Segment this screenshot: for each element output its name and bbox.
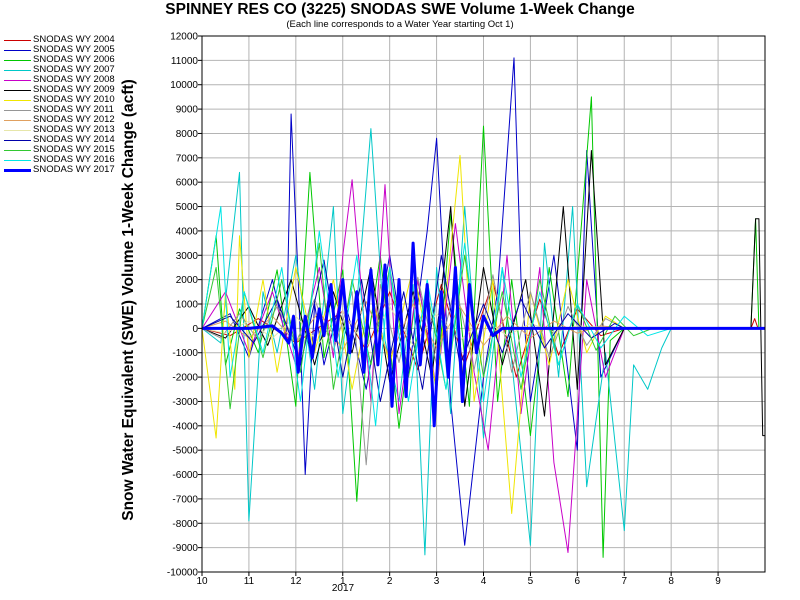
y-tick-label: 0	[192, 324, 198, 335]
legend-swatch	[4, 169, 31, 172]
legend-swatch	[4, 40, 31, 41]
series-line-12	[201, 206, 765, 427]
legend-swatch	[4, 70, 31, 71]
legend: SNODAS WY 2004 SNODAS WY 2005 SNODAS WY 20…	[4, 35, 134, 175]
x-tick-label: 11	[244, 576, 255, 587]
legend-item: SNODAS WY 2017	[4, 165, 134, 175]
y-tick-label: -8000	[172, 519, 198, 530]
y-tick-label: -7000	[172, 494, 198, 505]
x-tick-label: 4	[481, 576, 487, 587]
y-tick-label: -10000	[167, 568, 199, 579]
y-tick-label: -2000	[172, 373, 198, 384]
y-tick-label: 9000	[176, 105, 199, 116]
y-tick-label: 1000	[176, 300, 199, 311]
x-tick-label: 3	[434, 576, 440, 587]
legend-swatch	[4, 120, 31, 121]
y-tick-label: 10000	[170, 80, 198, 91]
series-line-9	[201, 305, 765, 349]
series-line-13	[202, 241, 765, 428]
legend-item: SNODAS WY 2009	[4, 85, 134, 95]
x-year-label: 2017	[332, 583, 355, 594]
x-tick-label: 2	[387, 576, 393, 587]
legend-swatch	[4, 130, 31, 131]
legend-label: SNODAS WY 2016	[33, 154, 115, 165]
legend-label: SNODAS WY 2008	[33, 74, 115, 85]
x-tick-label: 1	[340, 576, 346, 587]
legend-label: SNODAS WY 2007	[33, 64, 115, 75]
legend-label: SNODAS WY 2013	[33, 124, 115, 135]
series-line-1	[201, 57, 765, 546]
legend-item: SNODAS WY 2011	[4, 105, 134, 115]
x-tick-label: 12	[290, 576, 302, 587]
legend-item: SNODAS WY 2005	[4, 45, 134, 55]
y-ticks: 1200011000100009000800070006000500040003…	[167, 32, 202, 579]
legend-label: SNODAS WY 2006	[33, 54, 115, 65]
y-tick-label: 5000	[176, 202, 199, 213]
y-tick-label: 7000	[176, 153, 199, 164]
y-tick-label: 6000	[176, 178, 199, 189]
legend-item: SNODAS WY 2010	[4, 95, 134, 105]
legend-label: SNODAS WY 2017	[33, 164, 115, 175]
y-tick-label: 12000	[170, 32, 198, 43]
x-tick-label: 6	[575, 576, 581, 587]
x-tick-label: 10	[196, 576, 208, 587]
legend-item: SNODAS WY 2014	[4, 135, 134, 145]
legend-swatch	[4, 60, 31, 61]
legend-swatch	[4, 50, 31, 51]
legend-item: SNODAS WY 2006	[4, 55, 134, 65]
y-tick-label: 4000	[176, 226, 199, 237]
y-tick-label: -9000	[172, 543, 198, 554]
y-tick-label: 3000	[176, 251, 199, 262]
legend-label: SNODAS WY 2005	[33, 44, 115, 55]
y-tick-label: -4000	[172, 421, 198, 432]
x-tick-label: 8	[668, 576, 674, 587]
legend-item: SNODAS WY 2007	[4, 65, 134, 75]
x-tick-label: 7	[621, 576, 627, 587]
y-tick-label: 8000	[176, 129, 199, 140]
legend-item: SNODAS WY 2013	[4, 125, 134, 135]
legend-item: SNODAS WY 2008	[4, 75, 134, 85]
legend-label: SNODAS WY 2009	[33, 84, 115, 95]
legend-item: SNODAS WY 2012	[4, 115, 134, 125]
x-tick-label: 5	[528, 576, 534, 587]
legend-swatch	[4, 160, 31, 161]
y-tick-label: 11000	[171, 56, 199, 67]
chart-subtitle: (Each line corresponds to a Water Year s…	[286, 19, 514, 30]
x-tick-label: 9	[715, 576, 721, 587]
legend-label: SNODAS WY 2004	[33, 34, 115, 45]
legend-label: SNODAS WY 2010	[33, 94, 115, 105]
legend-label: SNODAS WY 2012	[33, 114, 115, 125]
legend-item: SNODAS WY 2004	[4, 35, 134, 45]
legend-swatch	[4, 110, 31, 111]
series-lines	[201, 57, 765, 558]
legend-label: SNODAS WY 2014	[33, 134, 115, 145]
series-line-10	[201, 254, 765, 402]
y-tick-label: 2000	[176, 275, 199, 286]
legend-label: SNODAS WY 2011	[33, 104, 114, 115]
legend-swatch	[4, 90, 31, 91]
y-tick-label: -3000	[172, 397, 198, 408]
legend-swatch	[4, 150, 31, 151]
legend-swatch	[4, 80, 31, 81]
legend-swatch	[4, 140, 31, 141]
legend-item: SNODAS WY 2015	[4, 145, 134, 155]
legend-item: SNODAS WY 2016	[4, 155, 134, 165]
legend-label: SNODAS WY 2015	[33, 144, 115, 155]
y-tick-label: -6000	[172, 470, 198, 481]
y-tick-label: -1000	[172, 348, 198, 359]
x-ticks: 10 11 12 1 2 3 4 5 6 7 8 9	[196, 572, 721, 587]
series-line-7	[201, 274, 765, 466]
chart-title: SPINNEY RES CO (3225) SNODAS SWE Volume …	[165, 1, 635, 18]
y-tick-label: -5000	[172, 446, 198, 457]
legend-swatch	[4, 100, 31, 101]
